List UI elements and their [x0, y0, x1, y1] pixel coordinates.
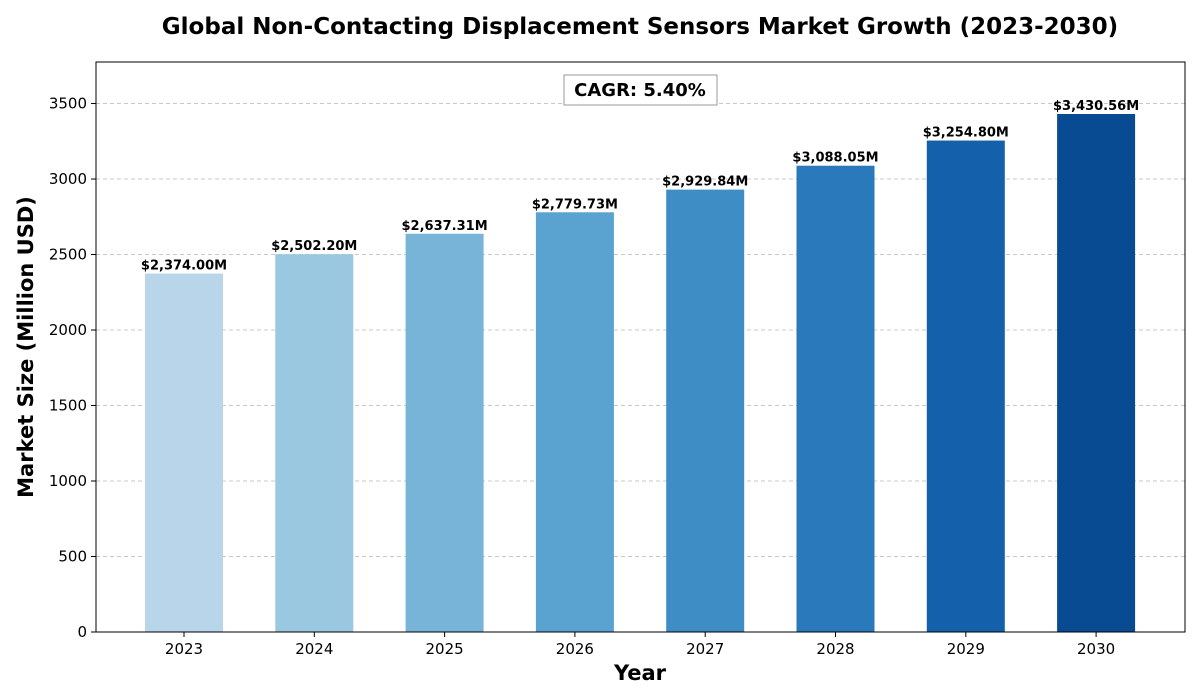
x-tick-label: 2029	[947, 640, 985, 658]
y-tick-label: 500	[58, 548, 87, 566]
bar-2027	[666, 189, 745, 632]
x-tick-label: 2028	[816, 640, 854, 658]
y-tick-label: 2500	[49, 246, 87, 264]
plot-frame	[95, 61, 1186, 633]
x-tick-label: 2030	[1077, 640, 1115, 658]
data-label-2029: $3,254.80M	[923, 126, 1009, 141]
bar-2028	[796, 165, 875, 632]
gridlines	[96, 103, 1185, 558]
cagr-annotation: CAGR: 5.40%	[563, 74, 718, 106]
x-tick-label: 2024	[295, 640, 333, 658]
data-label-2024: $2,502.20M	[271, 239, 357, 254]
bar-2029	[926, 140, 1005, 632]
bar-2024	[275, 254, 354, 632]
data-label-2028: $3,088.05M	[792, 151, 878, 166]
x-tick-label: 2027	[686, 640, 724, 658]
x-tick-label: 2023	[165, 640, 203, 658]
y-tick-label: 2000	[49, 321, 87, 339]
bar-2025	[405, 233, 484, 632]
y-tick-label: 0	[77, 623, 87, 641]
x-tick-label: 2026	[556, 640, 594, 658]
data-label-2027: $2,929.84M	[662, 175, 748, 190]
y-tick-label: 3500	[49, 95, 87, 113]
y-axis-label: Market Size (Million USD)	[14, 196, 38, 498]
data-label-2026: $2,779.73M	[532, 197, 618, 212]
chart-title: Global Non-Contacting Displacement Senso…	[162, 14, 1118, 40]
data-label-2030: $3,430.56M	[1053, 99, 1139, 114]
y-tick-label: 1000	[49, 472, 87, 490]
data-label-2023: $2,374.00M	[141, 259, 227, 274]
y-tick-label: 3000	[49, 170, 87, 188]
bar-2026	[535, 212, 614, 632]
x-axis: 2023 2024 2025 2026 2027 2028 2029 2030	[165, 632, 1115, 658]
y-axis: 0 500 1000 1500 2000 2500 3000 3500	[49, 95, 96, 641]
cagr-box	[563, 74, 718, 106]
cagr-label: CAGR: 5.40%	[574, 80, 706, 101]
bars	[145, 114, 1136, 632]
x-axis-label: Year	[613, 661, 667, 685]
bar-2030	[1057, 114, 1136, 632]
bar-2023	[145, 273, 223, 632]
data-label-2025: $2,637.31M	[402, 219, 488, 234]
data-labels: $2,374.00M $2,502.20M $2,637.31M $2,779.73M…	[141, 99, 1139, 274]
y-tick-label: 1500	[49, 397, 87, 415]
x-tick-label: 2025	[426, 640, 464, 658]
